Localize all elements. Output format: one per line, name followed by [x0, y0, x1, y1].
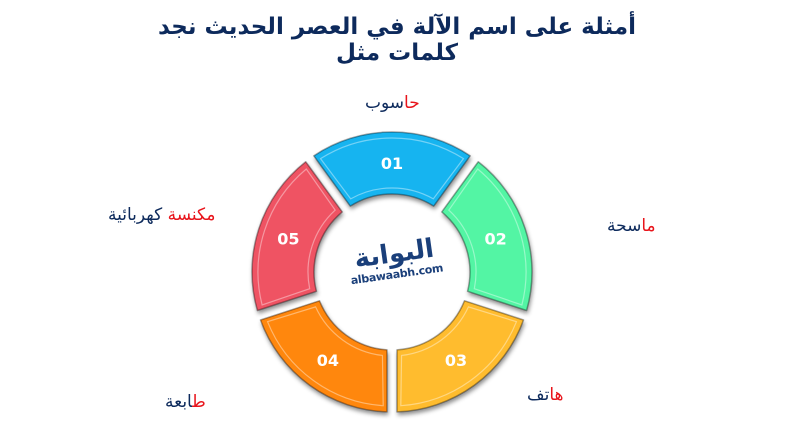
label-04: طابعة: [165, 392, 206, 412]
segment-bevel-03: [400, 306, 518, 407]
segment-bevel-02: [447, 168, 527, 306]
label-01-blue: سوب: [365, 93, 405, 113]
segment-shape-04: [259, 300, 388, 413]
segment-number-01: 01: [381, 154, 403, 173]
label-02-red: ما: [641, 216, 656, 236]
segment-bevel-04: [266, 306, 384, 407]
label-05: مكنسة كهربائية: [108, 205, 216, 225]
segment-shape-03: [396, 300, 525, 413]
segment-04: 04: [259, 300, 388, 413]
label-01: حاسوب: [365, 93, 420, 113]
segment-bevel-01: [319, 137, 465, 200]
label-02-blue: سحة: [607, 216, 642, 236]
segment-shape-02: [441, 160, 533, 312]
label-04-blue: ابعة: [165, 392, 193, 412]
segment-number-04: 04: [317, 351, 339, 370]
title-line-1: أمثلة على اسم الآلة في العصر الحديث نجد: [157, 14, 637, 40]
segment-01: 01: [313, 131, 471, 207]
label-05-red: مكنسة: [167, 205, 216, 225]
segment-number-02: 02: [485, 229, 507, 248]
label-03: هاتف: [527, 385, 564, 405]
label-02: ماسحة: [607, 216, 656, 236]
segment-number-05: 05: [277, 229, 299, 248]
label-04-red: ط: [192, 392, 206, 412]
segment-03: 03: [396, 300, 525, 413]
segment-shape-05: [251, 160, 343, 312]
label-05-blue: كهربائية: [108, 205, 163, 225]
segment-02: 02: [441, 160, 533, 312]
segment-05: 05: [251, 160, 343, 312]
label-01-red: حا: [404, 93, 420, 113]
segment-number-03: 03: [445, 351, 467, 370]
label-03-blue: تف: [527, 385, 550, 405]
segment-bevel-05: [257, 168, 337, 306]
page-title: أمثلة على اسم الآلة في العصر الحديث نجد …: [0, 14, 794, 66]
title-line-2: كلمات مثل: [335, 40, 459, 66]
label-03-red: ها: [549, 385, 564, 405]
segment-shape-01: [313, 131, 471, 207]
